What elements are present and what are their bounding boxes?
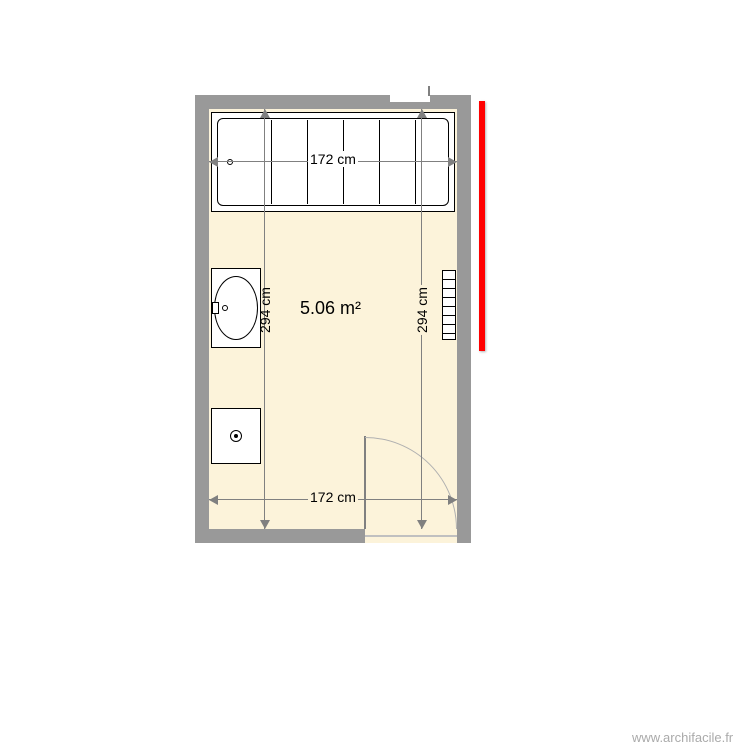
watermark: www.archifacile.fr (632, 730, 733, 745)
sink-faucet (212, 302, 219, 314)
top-opening-mark (428, 86, 430, 96)
towel-bar (443, 306, 455, 307)
dim-bottom-arrow-l (209, 495, 218, 505)
toilet-drain-dot (234, 434, 238, 438)
dim-left-arrow-t (260, 109, 270, 118)
sink-drain (222, 305, 228, 311)
dim-right-arrow-b (417, 520, 427, 529)
bathtub-slat (415, 120, 416, 204)
bathtub-slat (379, 120, 380, 204)
dim-top-arrow-l (209, 157, 218, 167)
towel-bar (443, 288, 455, 289)
towel-bar (443, 324, 455, 325)
floorplan-canvas: 172 cm 172 cm 294 cm 294 cm 5.06 m² www.… (0, 0, 750, 750)
dim-top-label: 172 cm (308, 151, 358, 167)
red-marker (479, 101, 485, 351)
dim-bottom-label: 172 cm (308, 489, 358, 505)
dim-left-label: 294 cm (257, 285, 273, 335)
dim-left-arrow-b (260, 520, 270, 529)
towel-rack (442, 270, 456, 340)
bathtub-slat (271, 120, 272, 204)
dim-right-label: 294 cm (414, 285, 430, 335)
towel-bar (443, 297, 455, 298)
towel-bar (443, 333, 455, 334)
towel-bar (443, 279, 455, 280)
door-arc-clip (365, 437, 457, 529)
area-label: 5.06 m² (300, 298, 361, 319)
dim-bottom-arrow-r (448, 495, 457, 505)
dim-right-arrow-t (417, 109, 427, 118)
door-threshold (365, 535, 457, 537)
dim-top-arrow-r (448, 157, 457, 167)
sink-basin (214, 276, 258, 340)
towel-bar (443, 315, 455, 316)
top-opening (390, 95, 430, 102)
bathtub-drain (227, 159, 233, 165)
